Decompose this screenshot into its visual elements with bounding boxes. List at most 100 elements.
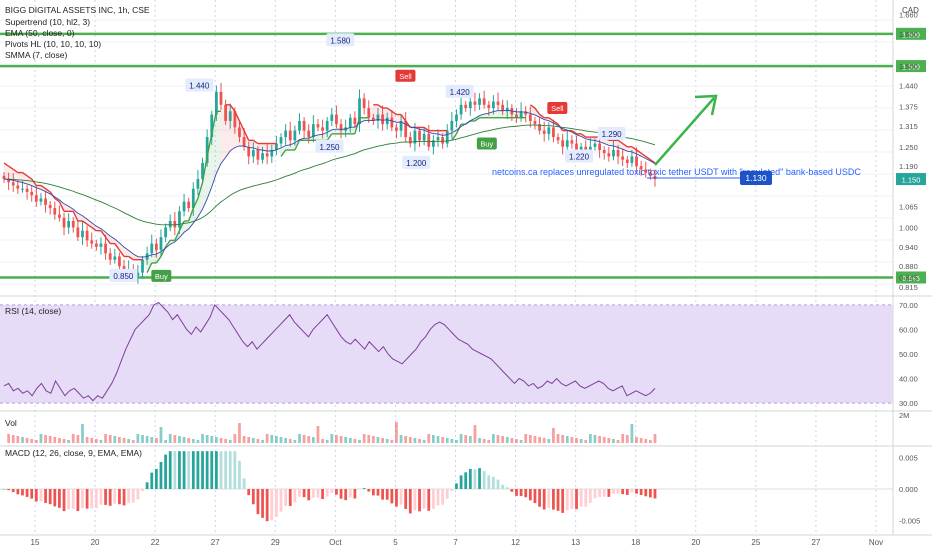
supertrend-fill <box>151 254 157 263</box>
macd-bar <box>316 489 320 498</box>
volume-bar <box>399 435 403 443</box>
volume-bar <box>450 439 454 443</box>
time-tick: 13 <box>571 538 580 547</box>
volume-bar <box>90 438 94 443</box>
candle-body <box>58 214 61 218</box>
macd-bar <box>48 489 52 505</box>
candle-body <box>196 179 200 189</box>
candle-body <box>67 221 71 228</box>
candle-body <box>270 150 274 157</box>
candle-body <box>556 137 560 141</box>
volume-bar <box>238 423 241 443</box>
supertrend-line <box>105 236 111 244</box>
volume-bar <box>141 435 144 443</box>
volume-bar <box>390 440 394 443</box>
candle-body <box>593 143 597 147</box>
macd-bar <box>67 489 71 510</box>
time-tick: 20 <box>91 538 100 547</box>
candle-body <box>653 175 657 180</box>
supertrend-line <box>243 130 250 141</box>
candle-body <box>524 111 528 115</box>
macd-bar <box>635 489 638 494</box>
volume-bar <box>251 438 255 443</box>
supertrend-fill <box>142 256 148 273</box>
volume-bar <box>154 438 158 443</box>
supertrend-line <box>529 104 536 109</box>
candle-body <box>141 259 144 273</box>
volume-bar <box>358 440 361 443</box>
supertrend-fill <box>368 104 374 121</box>
macd-bar <box>455 483 458 489</box>
signal-box <box>151 269 172 282</box>
volume-bar <box>219 438 223 443</box>
macd-bar <box>201 451 204 489</box>
price-tick: 0.880 <box>899 262 918 271</box>
supertrend-fill <box>276 143 282 157</box>
candle-body <box>468 101 472 109</box>
time-tick: 5 <box>393 538 398 547</box>
volume-bar <box>348 438 352 443</box>
candle-body <box>159 237 163 251</box>
volume-bar <box>579 439 583 443</box>
volume-bar <box>422 440 426 443</box>
supertrend-fill <box>322 132 328 141</box>
time-tick: Oct <box>329 538 342 547</box>
pivot-label: 1.250 <box>319 143 340 152</box>
macd-bar <box>515 489 518 496</box>
candle-body <box>2 175 6 180</box>
candle-body <box>390 117 394 128</box>
supertrend-fill <box>267 143 272 152</box>
macd-bar <box>307 489 311 501</box>
supertrend-fill <box>207 133 212 199</box>
volume-bar <box>233 434 237 443</box>
candle-body <box>575 143 578 150</box>
volume-bar <box>164 440 167 443</box>
macd-bar <box>219 451 223 489</box>
macd-bar <box>265 489 269 522</box>
supertrend-fill <box>493 110 499 118</box>
volume-bar <box>191 439 195 443</box>
current-price-text: 1.150 <box>902 176 921 185</box>
supertrend-fill <box>447 130 452 141</box>
macd-bar <box>625 489 629 495</box>
volume-bar <box>561 435 565 443</box>
supertrend-line <box>649 159 656 164</box>
supertrend-fill <box>202 156 208 210</box>
supertrend-line <box>631 146 637 151</box>
candle-body <box>62 217 66 228</box>
supertrend-fill <box>82 215 88 225</box>
volume-bar <box>371 436 375 443</box>
volume-bar <box>279 437 283 443</box>
supertrend-line <box>553 120 559 125</box>
candle-body <box>381 114 384 125</box>
volume-bar <box>575 438 578 443</box>
volume-bar <box>44 435 47 443</box>
signal-label: Sell <box>551 104 564 113</box>
volume-bar <box>214 437 218 443</box>
volume-bar <box>256 439 260 443</box>
macd-bar <box>311 489 315 498</box>
candle-body <box>53 208 57 215</box>
supertrend-fill <box>230 104 235 151</box>
macd-bar <box>321 489 324 499</box>
candle-body <box>538 124 541 131</box>
candle-body <box>519 111 523 118</box>
macd-bar <box>25 489 29 497</box>
macd-bar <box>288 489 292 506</box>
volume-bar <box>178 436 181 443</box>
supertrend-fill <box>110 236 115 244</box>
supertrend-line <box>640 152 647 158</box>
rsi-tick: 30.00 <box>899 399 918 408</box>
volume-bar <box>39 434 43 443</box>
candle-body <box>385 117 389 125</box>
supertrend-fill <box>511 110 517 118</box>
macd-bar <box>164 454 167 489</box>
macd-bar <box>584 489 588 507</box>
volume-bar <box>339 436 343 443</box>
macd-bar <box>30 489 34 499</box>
candle-body <box>302 120 306 131</box>
candle-body <box>108 253 112 260</box>
volume-bar <box>11 435 15 443</box>
